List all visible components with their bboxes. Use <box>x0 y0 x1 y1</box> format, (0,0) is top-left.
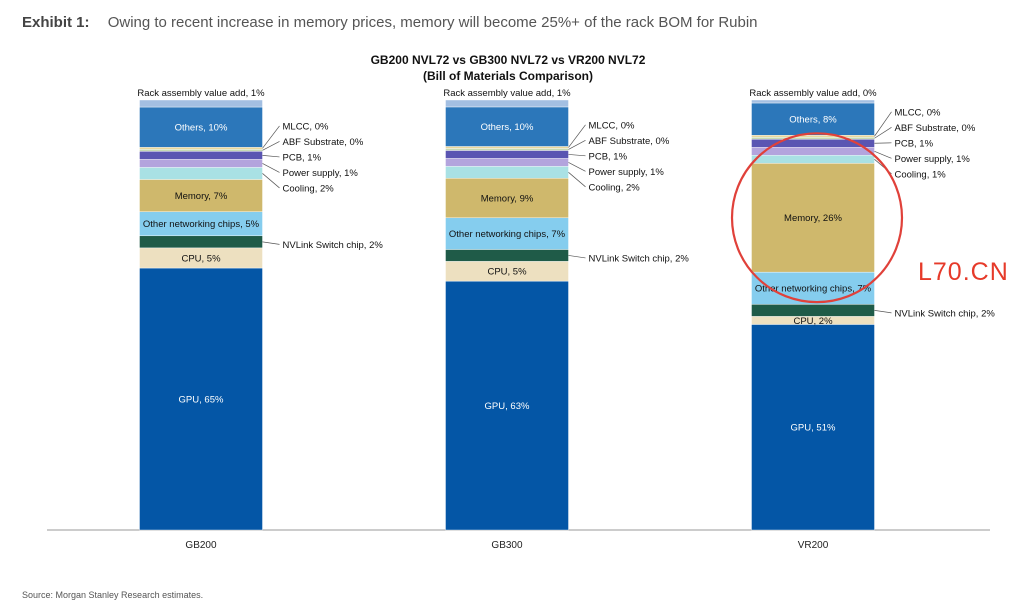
data-label-gb200-cpu: CPU, 5% <box>181 253 221 264</box>
data-label-gb200-cooling: Cooling, 2% <box>283 183 335 194</box>
bar-gb300-abf-substrate <box>445 148 569 151</box>
watermark-text: L70.CN <box>918 258 1009 286</box>
bar-gb200-nvlink-switch-chip <box>139 235 263 249</box>
bar-vr200-gpu <box>751 324 875 531</box>
data-label-vr200-cpu: CPU, 2% <box>793 316 833 327</box>
bar-gb200-other-networking-chips <box>139 211 263 237</box>
data-label-vr200-power-supply: Power supply, 1% <box>895 154 971 165</box>
leader-line-gb200-cooling <box>262 173 280 189</box>
bar-gb200-others <box>139 106 263 148</box>
leader-line-gb300-mlcc <box>568 124 586 148</box>
leader-line-gb200-pcb <box>262 154 280 158</box>
data-label-gb300-pcb: PCB, 1% <box>589 151 628 162</box>
data-label-gb300-rack-assembly-value-add: Rack assembly value add, 1% <box>443 88 571 99</box>
leader-line-gb300-pcb <box>568 154 586 157</box>
data-label-vr200-nvlink-switch-chip: NVLink Switch chip, 2% <box>895 308 996 319</box>
bar-vr200-memory <box>751 163 875 273</box>
data-label-gb200-power-supply: Power supply, 1% <box>283 168 359 179</box>
data-label-vr200-mlcc: MLCC, 0% <box>895 107 941 118</box>
data-label-gb300-cooling: Cooling, 2% <box>589 182 641 193</box>
bar-vr200-rack-assembly-value-add <box>751 99 875 104</box>
bar-gb200-memory <box>139 179 263 212</box>
chart-title: GB200 NVL72 vs GB300 NVL72 vs VR200 NVL7… <box>371 53 646 67</box>
leader-line-gb200-abf-substrate <box>262 141 280 151</box>
leader-line-vr200-nvlink-switch-chip <box>874 310 892 314</box>
leader-line-gb200-nvlink-switch-chip <box>262 241 280 245</box>
data-label-gb300-others: Others, 10% <box>481 122 534 133</box>
leader-line-vr200-power-supply <box>874 150 892 159</box>
data-label-gb200-other-networking-chips: Other networking chips, 5% <box>143 219 260 230</box>
exhibit-text: Owing to recent increase in memory price… <box>107 14 758 31</box>
bar-gb300-other-networking-chips <box>445 217 569 250</box>
leader-line-gb300-cooling <box>568 172 586 188</box>
data-label-vr200-other-networking-chips: Other networking chips, 7% <box>755 284 872 295</box>
bar-vr200-nvlink-switch-chip <box>751 304 875 317</box>
data-label-vr200-gpu: GPU, 51% <box>791 423 836 434</box>
data-label-gb200-nvlink-switch-chip: NVLink Switch chip, 2% <box>283 240 384 251</box>
bar-gb200-gpu <box>139 267 263 531</box>
leader-line-gb200-power-supply <box>262 163 280 173</box>
data-label-gb300-other-networking-chips: Other networking chips, 7% <box>449 229 566 240</box>
bar-gb300-others <box>445 106 569 147</box>
bar-gb300-cooling <box>445 166 569 179</box>
data-label-gb200-gpu: GPU, 65% <box>179 395 224 406</box>
category-label-vr200: VR200 <box>798 540 829 551</box>
exhibit-label: Exhibit 1: <box>22 14 90 31</box>
category-label-gb200: GB200 <box>185 540 217 551</box>
bar-vr200-abf-substrate <box>751 137 875 140</box>
bar-gb200-pcb <box>139 151 263 160</box>
data-label-gb300-power-supply: Power supply, 1% <box>589 167 665 178</box>
data-label-gb300-nvlink-switch-chip: NVLink Switch chip, 2% <box>589 253 690 264</box>
data-label-gb300-gpu: GPU, 63% <box>485 401 530 412</box>
data-label-vr200-pcb: PCB, 1% <box>895 138 934 149</box>
labels-group: GPU, 65% CPU, 5% NVLink Switch chip, 2% Oth… <box>137 88 995 551</box>
data-label-gb200-abf-substrate: ABF Substrate, 0% <box>283 137 364 148</box>
bar-gb300-rack-assembly-value-add <box>445 99 569 108</box>
data-label-gb200-pcb: PCB, 1% <box>283 152 322 163</box>
leader-line-gb200-mlcc <box>262 125 280 149</box>
bar-vr200-mlcc <box>751 135 875 138</box>
data-label-gb300-mlcc: MLCC, 0% <box>589 120 635 131</box>
data-label-vr200-rack-assembly-value-add: Rack assembly value add, 0% <box>749 88 877 99</box>
bar-gb300-power-supply <box>445 158 569 167</box>
data-label-gb300-cpu: CPU, 5% <box>487 267 527 278</box>
data-label-gb200-rack-assembly-value-add: Rack assembly value add, 1% <box>137 88 265 99</box>
data-label-gb300-abf-substrate: ABF Substrate, 0% <box>589 136 670 147</box>
bar-vr200-cooling <box>751 155 875 164</box>
source-note: Source: Morgan Stanley Research estimate… <box>22 590 204 600</box>
bar-gb300-memory <box>445 178 569 219</box>
data-label-gb200-others: Others, 10% <box>175 123 228 134</box>
data-label-gb300-memory: Memory, 9% <box>481 194 534 205</box>
bar-gb300-pcb <box>445 150 569 159</box>
bar-gb200-cooling <box>139 167 263 180</box>
data-label-gb200-memory: Memory, 7% <box>175 191 228 202</box>
leader-line-gb300-power-supply <box>568 162 586 172</box>
bar-gb200-abf-substrate <box>139 149 263 152</box>
bar-gb200-rack-assembly-value-add <box>139 99 263 108</box>
leader-line-gb300-abf-substrate <box>568 139 586 150</box>
bar-gb300-nvlink-switch-chip <box>445 249 569 262</box>
data-label-vr200-others: Others, 8% <box>789 115 837 126</box>
bar-gb200-mlcc <box>139 147 263 150</box>
data-label-vr200-memory: Memory, 26% <box>784 213 842 224</box>
chart-subtitle: (Bill of Materials Comparison) <box>423 69 593 83</box>
leader-line-vr200-abf-substrate <box>874 127 892 139</box>
bars-group <box>139 99 875 531</box>
highlight-ellipse-vr200-memory <box>730 132 904 304</box>
data-label-vr200-cooling: Cooling, 1% <box>895 169 947 180</box>
leader-line-vr200-mlcc <box>874 111 892 137</box>
category-label-gb300: GB300 <box>491 540 523 551</box>
data-label-gb200-mlcc: MLCC, 0% <box>283 121 329 132</box>
leader-line-gb300-nvlink-switch-chip <box>568 255 586 259</box>
bar-gb300-gpu <box>445 280 569 531</box>
bar-gb200-power-supply <box>139 159 263 168</box>
bar-vr200-others <box>751 102 875 136</box>
bar-gb300-mlcc <box>445 146 569 149</box>
data-label-vr200-abf-substrate: ABF Substrate, 0% <box>895 123 976 134</box>
exhibit-header: Exhibit 1: Owing to recent increase in m… <box>22 14 758 31</box>
